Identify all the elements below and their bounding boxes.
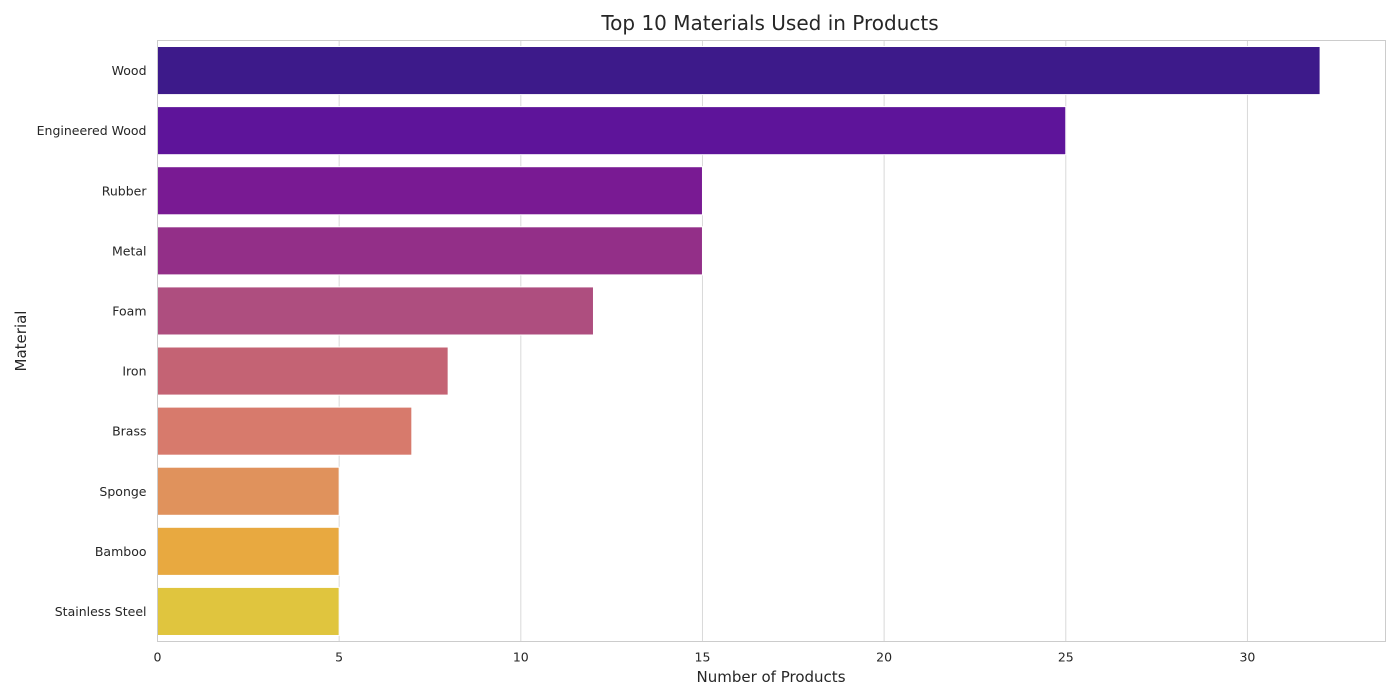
bar-foam — [157, 286, 594, 336]
bars — [157, 46, 1321, 636]
bar-rubber — [157, 166, 703, 216]
x-axis-label: Number of Products — [696, 668, 845, 686]
bar-wood — [157, 46, 1321, 96]
x-tick-label: 25 — [1058, 650, 1074, 665]
bar-stainless-steel — [157, 586, 340, 636]
x-tick-label: 5 — [335, 650, 343, 665]
bar-brass — [157, 406, 413, 456]
y-tick-label: Foam — [112, 303, 146, 318]
bar-metal — [157, 226, 703, 276]
y-tick-label: Sponge — [99, 484, 146, 499]
y-tick-label: Rubber — [102, 183, 148, 198]
x-tick-label: 10 — [513, 650, 529, 665]
y-tick-label: Wood — [112, 63, 147, 78]
y-tick-label: Metal — [112, 243, 147, 258]
bar-sponge — [157, 466, 340, 516]
y-tick-label: Brass — [112, 424, 146, 439]
bar-bamboo — [157, 526, 340, 576]
y-tick-label: Engineered Wood — [37, 123, 147, 138]
y-tick-labels: Wood Engineered Wood Rubber Metal Foam Iron Br… — [37, 63, 148, 619]
y-tick-label: Stainless Steel — [55, 604, 147, 619]
chart-title: Top 10 Materials Used in Products — [600, 11, 938, 35]
plot-frame — [157, 40, 1386, 642]
bar-iron — [157, 346, 449, 396]
y-tick-label: Bamboo — [95, 544, 147, 559]
y-axis-label: Material — [12, 311, 30, 372]
y-tick-label: Iron — [122, 364, 146, 379]
x-tick-label: 30 — [1239, 650, 1255, 665]
x-tick-label: 20 — [876, 650, 892, 665]
bar-engineered-wood — [157, 106, 1067, 156]
x-tick-labels: 0 5 10 15 20 25 30 — [154, 650, 1256, 665]
x-tick-label: 0 — [154, 650, 162, 665]
x-tick-label: 15 — [695, 650, 711, 665]
